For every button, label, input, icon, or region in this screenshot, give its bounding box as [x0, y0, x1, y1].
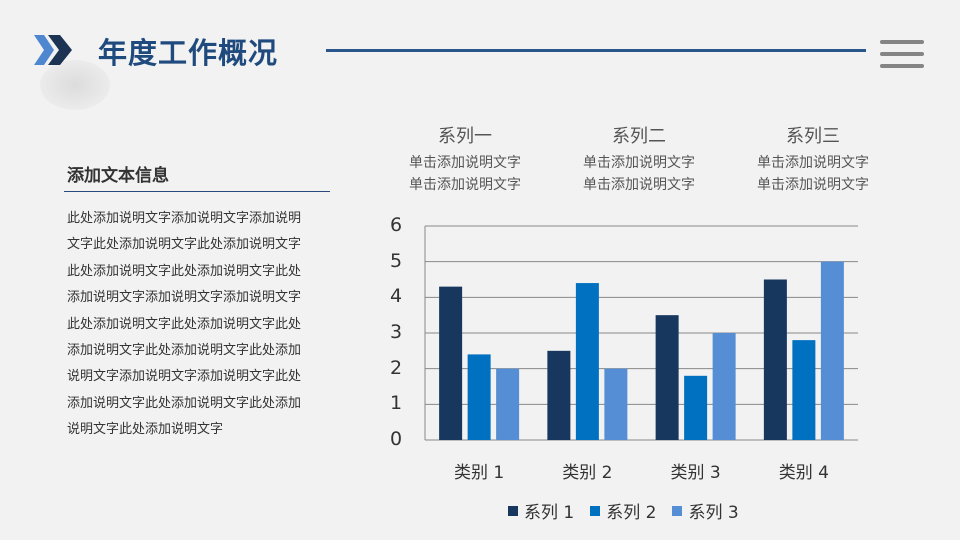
series-head-desc: 单击添加说明文字	[757, 155, 869, 171]
legend-item-2: 系列 2	[590, 498, 656, 523]
y-tick-label: 0	[390, 428, 403, 450]
body-text: 此处添加说明文字添加说明文字添加说明 文字此处添加说明文字此处添加说明文字 此处…	[67, 206, 347, 444]
bar-1-4	[763, 279, 787, 440]
x-tick-label: 类别 4	[778, 463, 829, 483]
series-head-3: 系列三 单击添加说明文字 单击添加说明文字	[733, 124, 893, 196]
y-tick-label: 4	[390, 285, 403, 308]
y-tick-label: 3	[390, 321, 403, 343]
bar-3-1	[496, 368, 520, 440]
page-title: 年度工作概况	[98, 36, 279, 70]
y-tick-label: 1	[390, 392, 403, 415]
y-tick-label: 2	[390, 356, 403, 379]
body-line: 说明文字此处添加说明文字	[67, 422, 224, 438]
body-line: 添加说明文字此处添加说明文字此处添加	[67, 395, 302, 411]
series-head-desc: 单击添加说明文字	[409, 177, 521, 193]
legend-swatch	[508, 505, 518, 516]
bar-3-3	[712, 333, 736, 440]
body-line: 添加说明文字添加说明文字添加说明文字	[67, 290, 302, 306]
series-head-title: 系列三	[786, 126, 840, 147]
bar-3-4	[820, 261, 844, 440]
y-tick-label: 5	[390, 249, 403, 272]
series-head-desc: 单击添加说明文字	[409, 155, 521, 171]
bar-3-2	[604, 368, 628, 440]
body-line: 文字此处添加说明文字此处添加说明文字	[67, 237, 302, 253]
body-line: 此处添加说明文字此处添加说明文字此处	[67, 263, 302, 279]
legend-label: 系列 1	[524, 503, 575, 523]
bar-2-1	[467, 354, 491, 440]
body-line: 说明文字添加说明文字添加说明文字此处	[67, 369, 302, 385]
bar-2-3	[684, 375, 708, 440]
bar-1-2	[547, 350, 571, 440]
legend-swatch	[672, 505, 683, 516]
double-chevron-icon	[34, 35, 72, 65]
bar-2-4	[792, 340, 816, 440]
body-line: 添加说明文字此处添加说明文字此处添加	[67, 343, 302, 359]
series-head-desc: 单击添加说明文字	[583, 177, 695, 193]
series-head-desc: 单击添加说明文字	[583, 155, 695, 171]
legend-item-1: 系列 1	[508, 498, 574, 523]
series-head-title: 系列二	[612, 126, 666, 147]
legend-label: 系列 2	[606, 503, 657, 523]
series-head-desc: 单击添加说明文字	[757, 177, 869, 193]
legend-item-3: 系列 3	[672, 498, 739, 523]
x-tick-label: 类别 3	[670, 463, 721, 483]
body-line: 此处添加说明文字此处添加说明文字此处	[67, 316, 302, 332]
x-tick-label: 类别 1	[454, 463, 505, 483]
title-divider	[326, 49, 866, 52]
series-head-1: 系列一 单击添加说明文字 单击添加说明文字	[385, 124, 545, 196]
series-head-title: 系列一	[438, 126, 492, 147]
bar-1-3	[655, 315, 679, 440]
bar-2-2	[575, 283, 599, 440]
y-tick-label: 6	[390, 214, 403, 236]
body-line: 此处添加说明文字添加说明文字添加说明	[67, 211, 302, 226]
side-title: 添加文本信息	[67, 166, 169, 186]
legend: 系列 1 系列 2 系列 3	[508, 498, 739, 523]
hamburger-icon[interactable]	[880, 40, 924, 68]
side-divider	[64, 191, 330, 192]
legend-label: 系列 3	[688, 503, 739, 523]
series-head-2: 系列二 单击添加说明文字 单击添加说明文字	[559, 124, 719, 196]
legend-swatch	[590, 505, 601, 516]
logo-shadow	[40, 60, 110, 110]
bar-1-1	[439, 286, 463, 440]
x-tick-label: 类别 2	[562, 463, 613, 483]
